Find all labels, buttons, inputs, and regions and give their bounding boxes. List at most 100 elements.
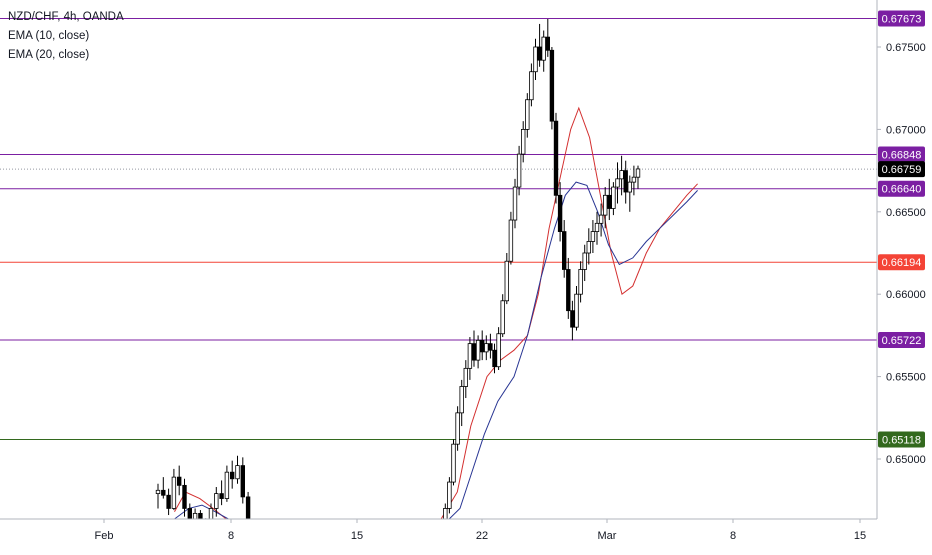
candle-body: [590, 231, 596, 242]
legend-ema-20: EMA (20, close): [8, 49, 90, 61]
candle-body: [533, 46, 538, 73]
level-badge-2-bg: [878, 180, 925, 197]
candle-body: [562, 231, 567, 270]
candle-body: [566, 269, 571, 312]
candle-body: [192, 512, 198, 520]
candle-body: [176, 476, 182, 486]
candle-body: [240, 465, 245, 498]
candle-body: [488, 343, 493, 351]
level-badge-0: 0.67673: [882, 13, 922, 25]
candle-body: [607, 194, 612, 209]
level-badge-4-bg: [878, 332, 925, 349]
candle-body: [570, 310, 575, 328]
level-badge-5: 0.65118: [882, 435, 921, 447]
candle-body: [171, 476, 177, 509]
axes: 0.67500 0.67000 0.66500 0.66000 0.65500 0.650…: [0, 0, 926, 542]
candle-body: [155, 489, 161, 495]
candle-body: [500, 300, 505, 335]
candle-body: [229, 471, 235, 480]
candle-body: [631, 176, 637, 183]
price-badges: 0.67673 0.66848 0.66640 0.66194 0.65722 0.651…: [878, 10, 925, 448]
level-badge-1: 0.66848: [882, 149, 922, 161]
candle-body: [235, 465, 240, 480]
candle-body: [198, 512, 203, 520]
candle-body: [161, 489, 166, 496]
candle-body: [224, 471, 230, 499]
y-tick-label: 0.65000: [886, 454, 926, 466]
candle-body: [447, 481, 452, 509]
candle-body: [611, 186, 616, 209]
candles: [155, 18, 641, 520]
y-tick-label: 0.67500: [886, 42, 926, 54]
candle-body: [578, 269, 583, 295]
candle-body: [582, 252, 587, 270]
level-badge-3: 0.66194: [882, 257, 922, 269]
candle-body: [521, 128, 526, 155]
candle-body: [504, 260, 509, 302]
candle-body: [208, 508, 214, 520]
y-tick-label: 0.66500: [886, 207, 926, 219]
ema-lines: [174, 106, 698, 520]
candle-body: [492, 349, 497, 368]
candle-body: [623, 170, 628, 193]
level-badge-4: 0.65722: [882, 335, 922, 347]
candle-body: [557, 194, 563, 232]
candle-body: [598, 214, 604, 224]
symbol-label: NZD/CHF, 4h, OANDA: [8, 11, 124, 23]
candle-body: [471, 343, 477, 361]
level-badge-3-bg: [878, 254, 925, 271]
candle-body: [214, 493, 219, 509]
legend-ema-10: EMA (10, close): [8, 30, 90, 42]
x-tick-label: 15: [351, 530, 363, 542]
candle-body: [553, 120, 559, 196]
candle-body: [537, 46, 542, 61]
candle-body: [166, 494, 171, 509]
x-tick-label: Mar: [598, 530, 617, 542]
ema-20-line: [441, 181, 698, 520]
candle-body: [443, 508, 448, 520]
x-tick-label: 15: [854, 530, 866, 542]
candle-body: [187, 508, 192, 520]
candle-body: [545, 36, 550, 51]
last-price-badge: 0.66759: [882, 164, 922, 176]
candle-body: [459, 386, 464, 414]
candle-body: [182, 484, 187, 509]
candle-body: [451, 443, 456, 483]
candle-body: [512, 186, 518, 221]
candle-body: [603, 194, 608, 216]
candle-body: [467, 343, 473, 369]
candle-body: [245, 496, 251, 520]
candle-body: [508, 219, 514, 262]
candle-body: [619, 170, 624, 180]
candle-body: [627, 181, 632, 193]
candle-body: [586, 241, 591, 254]
candle-body: [594, 222, 600, 232]
candle-body: [475, 339, 481, 361]
chart-legend: NZD/CHF, 4h, OANDA EMA (10, close) EMA (…: [8, 8, 124, 65]
x-tick-label: 8: [228, 530, 234, 542]
x-tick-label: 22: [476, 530, 488, 542]
candle-body: [549, 49, 555, 122]
candle-body: [455, 412, 460, 445]
level-badge-0-bg: [878, 10, 925, 27]
level-badge-2: 0.66640: [882, 184, 922, 196]
candle-body: [219, 493, 224, 499]
x-tick-label: Feb: [95, 530, 114, 542]
level-badge-1-bg: [878, 146, 925, 163]
x-tick-label: 8: [730, 530, 736, 542]
candle-body: [479, 339, 485, 353]
y-tick-label: 0.67000: [886, 124, 926, 136]
candle-body: [529, 71, 534, 101]
candle-body: [541, 36, 546, 61]
candle-body: [516, 153, 522, 188]
candle-body: [615, 178, 620, 188]
candle-body: [463, 367, 468, 387]
candle-body: [635, 168, 641, 178]
y-tick-label: 0.66000: [886, 289, 926, 301]
y-tick-label: 0.65500: [886, 372, 926, 384]
level-badge-5-bg: [878, 431, 925, 448]
ema-10-line: [433, 106, 698, 520]
candle-body: [496, 333, 501, 368]
